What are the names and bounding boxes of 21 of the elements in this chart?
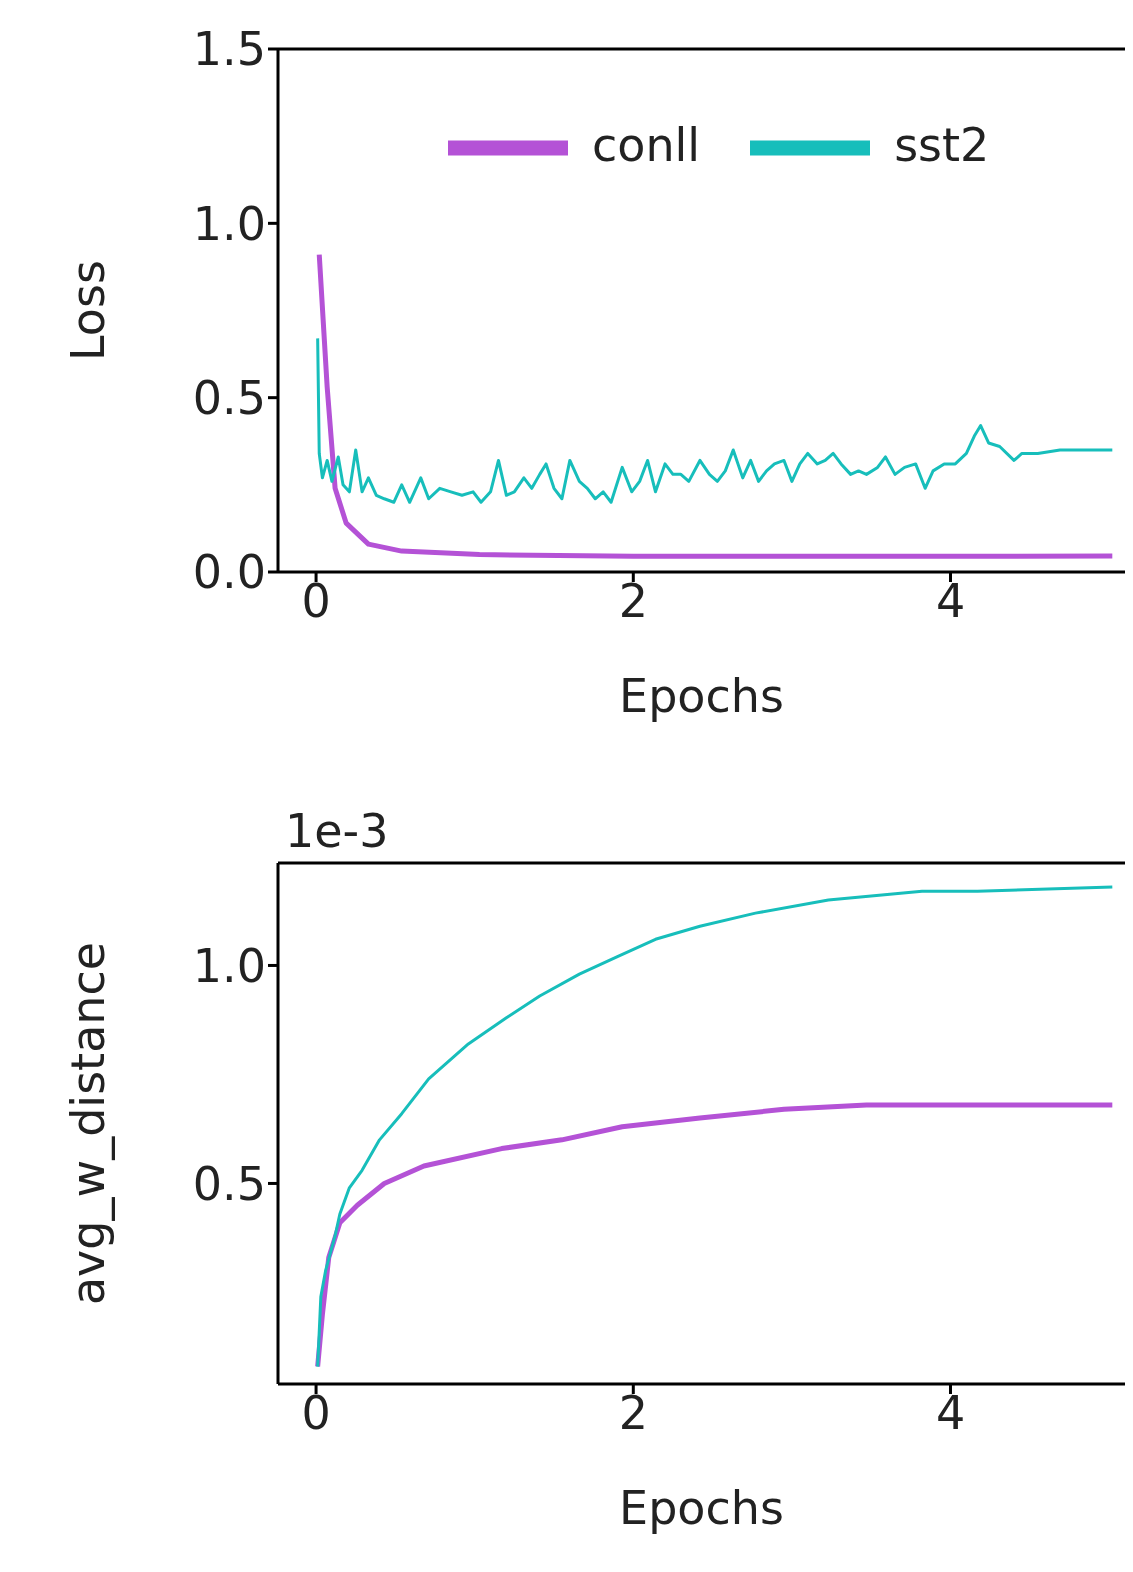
y-tick-label: 0.5 bbox=[192, 371, 266, 425]
text: 1e-3 bbox=[285, 804, 389, 858]
y-tick-label: 1.5 bbox=[192, 22, 266, 77]
x-axis-title: Epochs bbox=[619, 669, 784, 723]
x-tick-label: 0 bbox=[301, 1385, 331, 1440]
x-tick-label: 4 bbox=[935, 1385, 966, 1440]
x-axis-title: Epochs bbox=[619, 1481, 784, 1535]
y-tick-label: 1.0 bbox=[192, 196, 266, 251]
y-tick-label: 0.0 bbox=[192, 545, 266, 600]
y-axis-title: Loss bbox=[61, 260, 116, 361]
y-tick-label: 0.5 bbox=[192, 1156, 266, 1211]
x-tick-label: 2 bbox=[618, 573, 648, 628]
x-tick-label: 2 bbox=[618, 1385, 648, 1440]
line-series bbox=[316, 336, 1114, 504]
y-tick-label: 1.0 bbox=[192, 938, 266, 993]
y-axis-title: avg_w_distance bbox=[61, 941, 116, 1306]
x-tick-label: 0 bbox=[301, 573, 331, 628]
legend-label: sst2 bbox=[894, 117, 990, 172]
x-tick-label: 4 bbox=[935, 573, 966, 628]
legend-label: conll bbox=[592, 117, 701, 172]
line-series bbox=[316, 885, 1114, 1369]
